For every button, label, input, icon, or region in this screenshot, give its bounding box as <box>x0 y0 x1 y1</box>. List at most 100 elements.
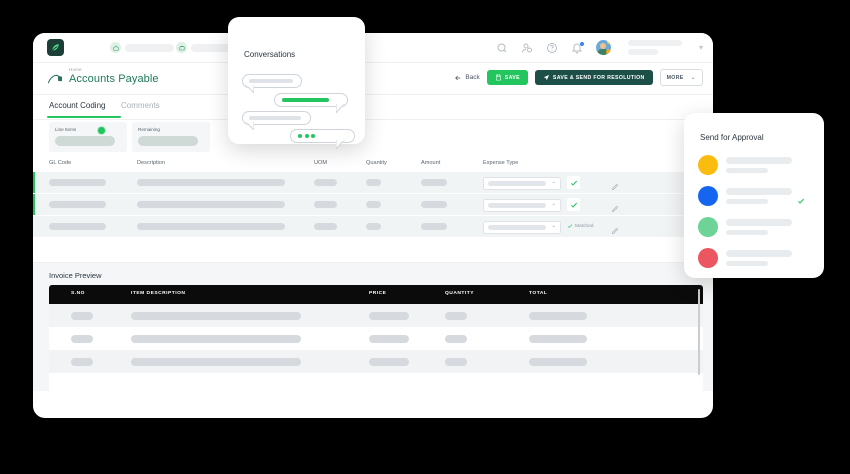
page-header: Home Accounts Payable Back SAVE <box>33 63 713 95</box>
leaf-logo-icon <box>51 44 59 51</box>
briefcase-icon <box>176 42 187 53</box>
conversations-title: Conversations <box>244 50 296 59</box>
approver-avatar <box>698 248 718 268</box>
cell-total <box>529 312 587 320</box>
cell-description <box>131 335 301 343</box>
cell-amount <box>421 223 447 230</box>
cell-description <box>131 358 301 366</box>
top-navigation-bar: ▾ <box>33 33 713 63</box>
cell-quantity <box>366 223 381 230</box>
bubble-tail-left <box>245 85 254 93</box>
expense-type-select[interactable]: ⌄ <box>483 177 561 190</box>
expense-type-select[interactable]: ⌄ <box>483 221 561 234</box>
invoice-preview-table: S.NO ITEM DESCRIPTION PRICE QUANTITY TOT… <box>49 285 703 391</box>
expense-type-select[interactable]: ⌄ <box>483 199 561 212</box>
cell-description <box>131 312 301 320</box>
approver-row[interactable] <box>698 248 792 268</box>
page-title: Accounts Payable <box>69 73 159 85</box>
save-button[interactable]: SAVE <box>486 70 528 85</box>
search-icon[interactable] <box>496 42 508 54</box>
tab-comments[interactable]: Comments <box>121 101 160 110</box>
summary-card-label: Line Items <box>55 127 77 132</box>
message-bubble[interactable] <box>242 111 311 125</box>
edit-icon[interactable] <box>611 200 619 213</box>
edit-icon[interactable] <box>611 222 619 235</box>
bell-icon[interactable] <box>571 41 584 54</box>
nav-item-1[interactable] <box>110 42 174 53</box>
approver-row[interactable] <box>698 217 792 237</box>
invoice-preview-title: Invoice Preview <box>49 271 102 280</box>
back-button[interactable]: Back <box>454 74 480 82</box>
table-row[interactable] <box>49 327 703 350</box>
invoice-icon <box>47 71 64 86</box>
table-row[interactable]: ⌄ <box>33 172 713 193</box>
send-for-approval-title: Send for Approval <box>700 133 764 142</box>
cell-price <box>369 358 409 366</box>
column-gl-code: GL Code <box>49 160 72 166</box>
send-icon <box>543 74 550 81</box>
breadcrumb[interactable]: Home <box>69 67 82 72</box>
cell-quantity <box>445 312 467 320</box>
save-and-send-button[interactable]: SAVE & SEND FOR RESOLUTION <box>534 70 653 85</box>
more-button-label: MORE <box>666 74 684 81</box>
help-icon[interactable] <box>546 42 558 54</box>
column-total: TOTAL <box>529 291 548 296</box>
cell-sno <box>71 358 93 366</box>
cell-price <box>369 312 409 320</box>
column-amount: Amount <box>421 160 441 166</box>
message-bubble[interactable] <box>242 74 302 88</box>
edit-icon[interactable] <box>611 178 619 191</box>
cell-uom <box>314 179 337 186</box>
approver-info <box>726 250 792 266</box>
message-bubble-typing[interactable] <box>290 129 355 143</box>
tab-active-underline <box>47 116 121 118</box>
status-badge-label: Matched <box>575 223 594 229</box>
tab-account-coding[interactable]: Account Coding <box>49 101 106 110</box>
summary-card-remaining: Remaining <box>132 122 210 152</box>
approver-avatar <box>698 217 718 237</box>
column-quantity: Quantity <box>366 160 387 166</box>
approver-row[interactable] <box>698 155 792 175</box>
approver-avatar <box>698 186 718 206</box>
cell-sno <box>71 312 93 320</box>
cell-gl-code <box>49 179 106 186</box>
table-row[interactable] <box>49 304 703 327</box>
check-icon <box>567 224 573 229</box>
column-price: PRICE <box>369 291 387 296</box>
avatar[interactable] <box>595 40 611 55</box>
approver-approved-check-icon <box>797 192 805 204</box>
cell-description <box>137 201 285 208</box>
cell-gl-code <box>49 201 106 208</box>
table-row[interactable]: ⌄ <box>33 193 713 215</box>
message-bubble[interactable] <box>274 93 348 107</box>
check-icon <box>570 202 577 208</box>
contacts-icon[interactable] <box>521 42 533 54</box>
send-for-approval-popup: Send for Approval <box>684 113 824 278</box>
summary-card-line-items: Line Items <box>49 122 127 152</box>
app-logo[interactable] <box>47 39 64 56</box>
table-row[interactable]: ⌄ Matched <box>33 215 713 237</box>
cell-price <box>369 335 409 343</box>
chevron-down-icon[interactable]: ▾ <box>698 43 703 52</box>
bell-badge <box>579 41 584 46</box>
approver-row[interactable] <box>698 186 792 206</box>
more-button[interactable]: MORE ⌄ <box>659 69 703 86</box>
summary-cards: Line Items Remaining <box>33 120 713 156</box>
approver-info <box>726 188 792 204</box>
tab-bar: Account Coding Comments <box>33 95 713 120</box>
cell-quantity <box>445 335 467 343</box>
bubble-tail-right <box>336 104 345 113</box>
scrollbar[interactable] <box>698 289 700 375</box>
table-bottom-spacer <box>33 237 713 262</box>
nav-item-2-label <box>191 43 246 52</box>
cell-description <box>137 179 285 186</box>
message-text <box>249 79 293 83</box>
row-approve-checkbox[interactable] <box>567 176 580 189</box>
typing-dot <box>311 134 315 138</box>
cell-description <box>137 223 285 230</box>
row-approve-checkbox[interactable] <box>567 198 580 211</box>
table-row[interactable] <box>49 350 703 373</box>
save-disk-icon <box>495 74 501 81</box>
nav-item-2[interactable] <box>176 42 246 53</box>
